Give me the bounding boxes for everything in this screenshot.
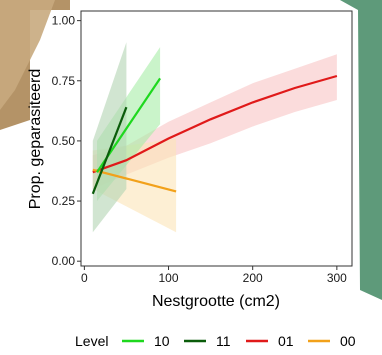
x-tick-label: 300: [327, 271, 347, 285]
series-line-00: [92, 168, 177, 193]
y-tick-label: 0.75: [52, 74, 76, 88]
series-line-01: [92, 74, 338, 174]
x-axis-title: Nestgrootte (cm2): [152, 293, 280, 310]
legend: Level 10 11 01 00: [75, 333, 356, 349]
series-line-11: [91, 106, 128, 195]
ci-band-11: [92, 42, 127, 233]
y-tick-label: 0.25: [52, 194, 76, 208]
legend-label-01: 01: [278, 333, 294, 349]
y-tick-label: 1.00: [52, 14, 76, 28]
x-tick-label: 200: [243, 271, 263, 285]
legend-label-00: 00: [340, 333, 356, 349]
x-tick-label: 0: [81, 271, 88, 285]
x-tick-label: 100: [159, 271, 179, 285]
legend-label-10: 10: [154, 333, 170, 349]
x-axis: 0 100 200 300: [81, 266, 347, 285]
series-lines: [91, 74, 338, 195]
y-axis-title: Prop. geparasiteerd: [27, 69, 44, 210]
legend-title: Level: [75, 333, 108, 349]
y-tick-label: 0.50: [52, 134, 76, 148]
legend-label-11: 11: [216, 333, 231, 349]
y-axis: 0.00 0.25 0.50 0.75 1.00: [52, 14, 81, 268]
y-tick-label: 0.00: [52, 254, 76, 268]
